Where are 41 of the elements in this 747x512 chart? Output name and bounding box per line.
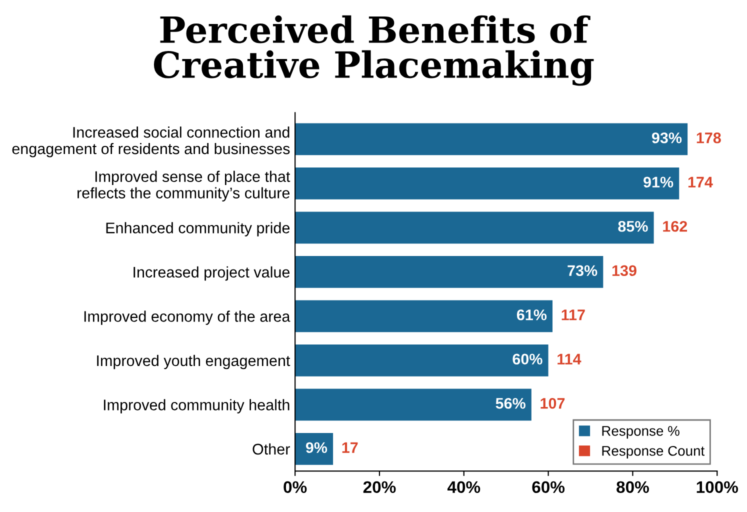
x-tick-label: 0%	[284, 481, 307, 494]
annotation: 178	[696, 132, 721, 144]
x-tick-label: 20%	[363, 481, 396, 494]
y-tick-label: Increased social connection and engagement of residents and businesses	[12, 126, 290, 158]
bar	[295, 256, 604, 288]
data-label: 93%	[652, 132, 682, 144]
bar	[295, 344, 548, 376]
bar	[295, 168, 680, 200]
y-tick-label: Improved economy of the area	[84, 310, 290, 325]
y-tick-label: Improved community health	[104, 399, 290, 414]
x-tick-label: 100%	[696, 481, 738, 494]
legend-label: Response Count	[602, 446, 705, 459]
annotation: 174	[688, 176, 713, 188]
data-label: 60%	[512, 354, 542, 365]
y-tick-label: Improved youth engagement	[97, 354, 290, 370]
annotation: 162	[663, 220, 688, 232]
data-label: 85%	[618, 220, 648, 232]
bar	[295, 212, 654, 244]
annotation: 139	[612, 265, 636, 276]
y-tick-label: Other	[252, 443, 290, 455]
y-tick-label: Increased project value	[134, 266, 290, 281]
bar	[295, 432, 334, 465]
data-label: 73%	[568, 265, 598, 276]
annotation: 117	[562, 310, 585, 320]
data-label: 56%	[496, 398, 526, 409]
bar	[295, 388, 532, 421]
x-tick-label: 80%	[616, 481, 649, 494]
data-label: 61%	[516, 309, 547, 320]
bar	[295, 123, 688, 156]
y-tick-label: Enhanced community pride	[106, 222, 290, 236]
annotation: 17	[342, 442, 358, 453]
x-tick-label: 40%	[447, 481, 480, 494]
data-label: 9%	[306, 442, 328, 454]
annotation: 114	[558, 354, 582, 364]
y-tick-label: Improved sense of place that reflects the community’s culture	[78, 170, 290, 202]
chart-title: Perceived Benefits of Creative Placemaking	[154, 15, 594, 86]
legend-label: Response %	[602, 426, 680, 439]
x-tick-label: 60%	[532, 481, 565, 494]
data-label: 91%	[644, 176, 674, 188]
annotation: 107	[540, 398, 565, 409]
bar	[295, 300, 553, 332]
